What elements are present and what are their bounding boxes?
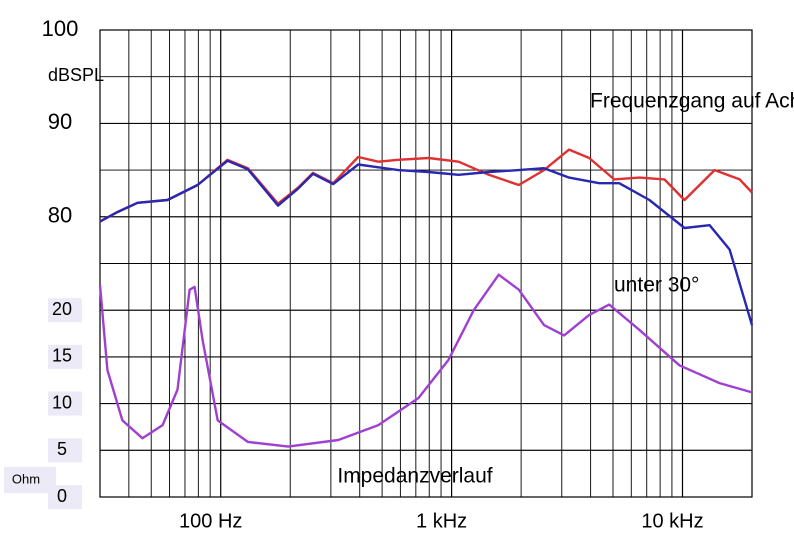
series-label: unter 30° [614,274,699,297]
y-tick-label: 100 [42,16,79,41]
series-label: Frequenzgang auf Achse [590,90,794,113]
tick-label-box [48,485,82,509]
x-tick-label: 100 Hz [179,510,242,532]
y2-axis-label: Ohm [12,471,40,486]
x-tick-label: 1 kHz [416,510,467,532]
y-tick-label: 80 [48,203,72,228]
y2-tick-label: 15 [52,346,72,366]
series-line [98,273,753,448]
series-label: Impedanzverlauf [337,465,492,488]
tick-label-box [48,344,82,369]
y-axis-label: dBSPL [48,65,104,85]
y-tick-label: 90 [48,109,72,134]
y2-tick-label: 0 [57,486,67,506]
tick-label-box [48,298,82,323]
x-tick-label: 10 kHz [641,510,703,532]
series-line [99,159,754,326]
tick-label-box [48,391,82,416]
tick-label-box [48,438,82,463]
y2-label-box [4,467,56,493]
y2-tick-label: 20 [52,299,72,319]
y2-tick-label: 10 [52,392,72,412]
y2-tick-label: 5 [57,439,67,459]
